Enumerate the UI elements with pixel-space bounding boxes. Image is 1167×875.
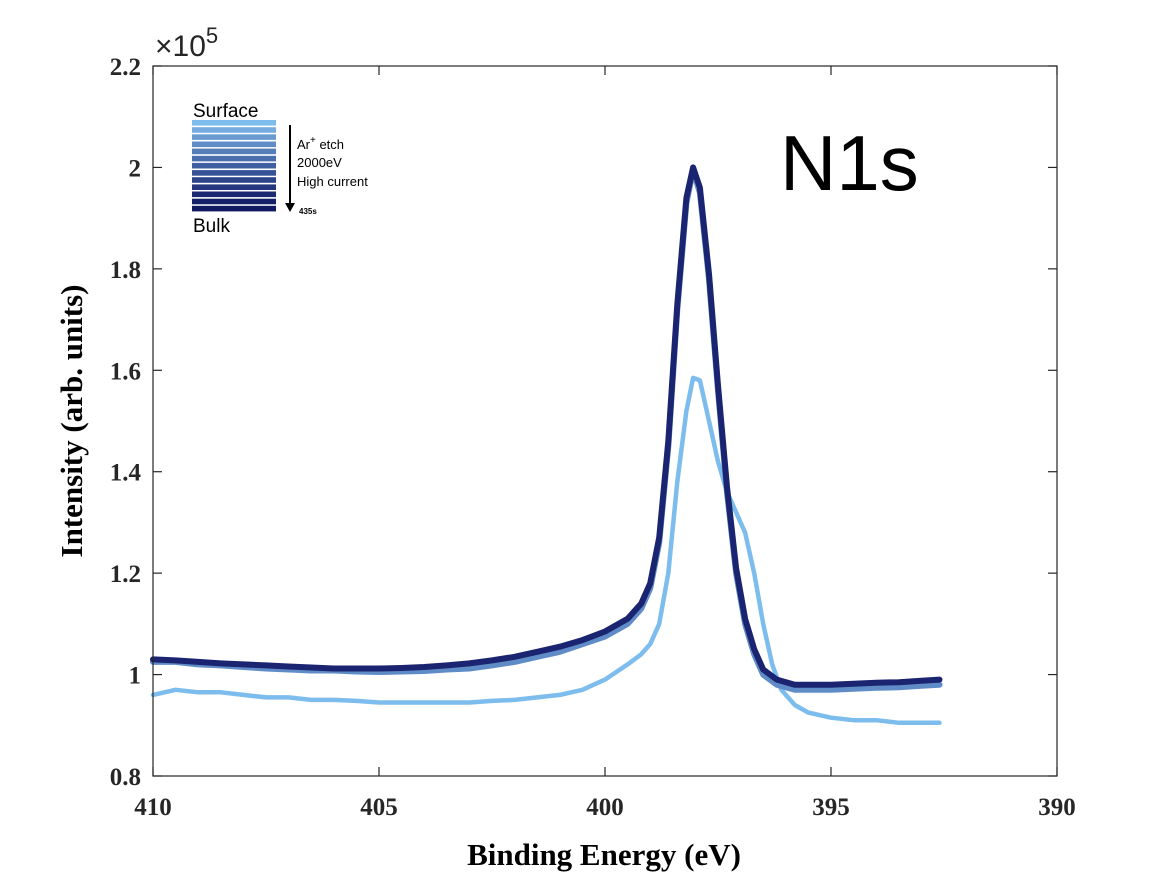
y-axis-title: Intensity (arb. units) xyxy=(54,284,89,557)
legend-arrow-line1-sup: + xyxy=(310,135,316,146)
y-tick-label: 1.6 xyxy=(110,358,141,385)
legend-arrow-line1: Ar+ etch xyxy=(297,135,344,152)
legend-arrow-line1-rest: etch xyxy=(316,137,344,152)
y-tick-label: 2.2 xyxy=(110,54,141,81)
legend-top-label: Surface xyxy=(193,101,258,122)
ticks-layer: 410 405 400 395 390 0.8 1 1.2 1.4 1.6 1.8 2 2.2 xyxy=(110,54,1076,821)
y-tick-label: 0.8 xyxy=(110,764,141,791)
chart-annotation: N1s xyxy=(780,119,919,207)
x-tick-label: 410 xyxy=(134,794,172,821)
legend-bottom-label: Bulk xyxy=(193,216,230,237)
x-tick-label: 395 xyxy=(812,794,850,821)
legend-swatch xyxy=(192,120,276,126)
series-line-2 xyxy=(150,167,943,693)
legend-arrow-line2: 2000eV xyxy=(297,155,342,170)
legend-swatch xyxy=(192,184,276,190)
y-tick-label: 1.8 xyxy=(110,257,141,284)
legend-swatch xyxy=(192,148,276,155)
y-tick-label: 1.4 xyxy=(110,460,142,487)
legend-swatch xyxy=(192,141,276,148)
x-tick-label: 405 xyxy=(360,794,398,821)
legend-swatch xyxy=(192,191,276,198)
legend-arrow-head xyxy=(285,203,295,212)
series-line-1 xyxy=(150,375,942,726)
legend-swatch xyxy=(192,170,276,176)
x-axis-title: Binding Energy (eV) xyxy=(467,837,741,872)
y-exponent-label: ×105 xyxy=(155,23,218,63)
legend-arrow-end-label: 435s xyxy=(299,207,317,216)
legend: Surface Bulk Ar+ etch 2000eV High curren… xyxy=(192,101,368,237)
legend-swatch xyxy=(192,162,276,169)
legend-arrow-line3: High current xyxy=(297,174,368,189)
legend-swatch xyxy=(192,205,276,212)
legend-swatches xyxy=(192,120,276,212)
y-tick-label: 1 xyxy=(129,663,142,690)
series-line-3 xyxy=(150,164,943,688)
legend-swatch xyxy=(192,134,276,140)
legend-swatch xyxy=(192,155,276,162)
y-tick-label: 2 xyxy=(129,155,142,182)
legend-swatch xyxy=(192,127,276,133)
y-tick-label: 1.2 xyxy=(110,561,141,588)
x-tick-label: 390 xyxy=(1038,794,1076,821)
legend-swatch xyxy=(192,177,276,183)
series-layer xyxy=(150,164,943,726)
x-tick-label: 400 xyxy=(586,794,624,821)
y-exponent-power: 5 xyxy=(206,23,218,48)
legend-swatch xyxy=(192,198,276,205)
